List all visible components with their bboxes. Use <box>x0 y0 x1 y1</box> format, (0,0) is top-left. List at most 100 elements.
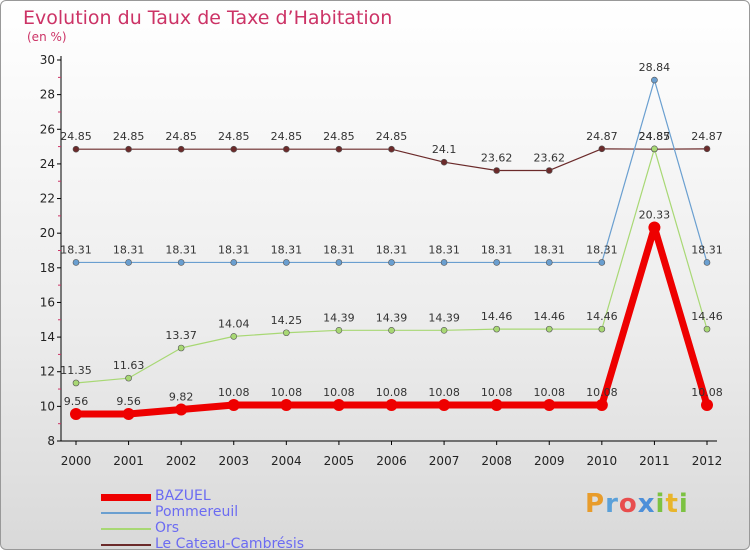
x-tick-label: 2006 <box>376 454 407 468</box>
data-point <box>177 344 185 352</box>
data-label: 9.56 <box>64 395 89 408</box>
data-point <box>335 327 343 334</box>
chart-title: Evolution du Taux de Taxe d’Habitation <box>23 7 393 29</box>
data-point <box>177 145 185 153</box>
data-label: 24.85 <box>639 130 671 143</box>
data-point <box>125 259 132 266</box>
y-tick-label: 30 <box>40 53 55 67</box>
data-label: 18.31 <box>165 243 197 256</box>
data-label: 10.08 <box>428 386 460 399</box>
data-point <box>701 398 713 411</box>
data-point <box>440 327 448 334</box>
data-point <box>493 167 500 174</box>
data-label: 24.87 <box>691 130 723 143</box>
data-label: 24.85 <box>376 130 408 143</box>
data-point <box>72 145 80 153</box>
data-point <box>595 398 608 411</box>
data-point <box>493 325 500 333</box>
data-label: 24.87 <box>639 130 671 143</box>
data-label: 24.85 <box>165 130 197 143</box>
data-label: 10.08 <box>376 386 408 399</box>
data-point <box>648 221 661 234</box>
data-point <box>72 379 80 387</box>
y-tick-label: 14 <box>40 330 55 344</box>
data-label: 18.31 <box>428 243 460 256</box>
data-point <box>545 167 553 174</box>
legend-label: Ors <box>155 520 180 536</box>
legend-label: BAZUEL <box>155 488 211 504</box>
y-tick-label: 12 <box>40 365 55 379</box>
proxiti-logo: Proxiti <box>585 489 689 519</box>
data-label: 10.08 <box>481 386 513 399</box>
data-point <box>545 325 553 333</box>
legend-swatch <box>101 528 151 530</box>
data-point <box>598 259 606 266</box>
data-label: 14.46 <box>481 310 513 323</box>
data-label: 18.31 <box>691 243 723 256</box>
y-tick-label: 26 <box>40 122 55 136</box>
x-tick-label: 2004 <box>271 454 302 468</box>
y-tick-label: 20 <box>40 226 55 240</box>
data-point <box>125 145 132 153</box>
data-label: 11.63 <box>113 359 145 372</box>
data-label: 18.31 <box>323 243 355 256</box>
y-tick-label: 22 <box>40 192 55 206</box>
data-label: 10.08 <box>218 386 250 399</box>
data-point <box>283 145 290 153</box>
x-tick-label: 2012 <box>692 454 723 468</box>
data-point <box>230 333 238 340</box>
data-point <box>490 398 503 411</box>
data-point <box>283 329 290 337</box>
x-tick-label: 2008 <box>481 454 512 468</box>
data-label: 14.46 <box>691 310 723 323</box>
y-tick-label: 24 <box>40 157 55 171</box>
data-label: 14.46 <box>586 310 618 323</box>
x-tick-label: 2003 <box>218 454 249 468</box>
data-label: 24.85 <box>218 130 250 143</box>
y-tick-label: 16 <box>40 295 55 309</box>
legend-swatch <box>101 493 151 501</box>
data-label: 18.31 <box>586 243 618 256</box>
legend-label: Le Cateau-Cambrésis <box>155 536 304 550</box>
data-label: 10.08 <box>586 386 618 399</box>
data-point <box>177 259 185 266</box>
data-label: 18.31 <box>113 243 145 256</box>
x-tick-label: 2005 <box>324 454 355 468</box>
x-tick-label: 2010 <box>587 454 618 468</box>
x-tick-label: 2000 <box>61 454 92 468</box>
y-tick-label: 8 <box>47 434 55 448</box>
x-tick-label: 2009 <box>534 454 565 468</box>
series-line-2 <box>75 148 708 384</box>
data-point <box>125 374 132 382</box>
data-point <box>388 327 395 334</box>
data-label: 14.39 <box>428 311 460 324</box>
data-point <box>388 145 395 153</box>
data-label: 24.85 <box>271 130 303 143</box>
data-label: 24.1 <box>432 143 457 156</box>
data-point <box>651 145 658 153</box>
data-label: 13.37 <box>165 329 197 342</box>
y-tick-label: 18 <box>40 261 55 275</box>
chart-subtitle: (en %) <box>27 30 67 44</box>
data-label: 18.31 <box>218 243 250 256</box>
data-label: 14.46 <box>534 310 566 323</box>
x-tick-label: 2002 <box>166 454 197 468</box>
data-point <box>280 398 293 411</box>
data-label: 10.08 <box>271 386 303 399</box>
data-point <box>227 398 240 411</box>
data-point <box>703 259 711 266</box>
data-point <box>440 158 448 166</box>
data-label: 24.85 <box>113 130 145 143</box>
data-label: 14.39 <box>376 311 408 324</box>
data-label: 28.84 <box>639 61 671 74</box>
data-point <box>70 407 82 420</box>
data-label: 10.08 <box>323 386 355 399</box>
data-point <box>651 76 658 84</box>
data-point <box>438 398 451 411</box>
data-label: 23.62 <box>534 151 566 164</box>
data-label: 18.31 <box>534 243 566 256</box>
data-point <box>175 403 188 416</box>
data-point <box>493 259 500 266</box>
data-label: 24.85 <box>323 130 355 143</box>
